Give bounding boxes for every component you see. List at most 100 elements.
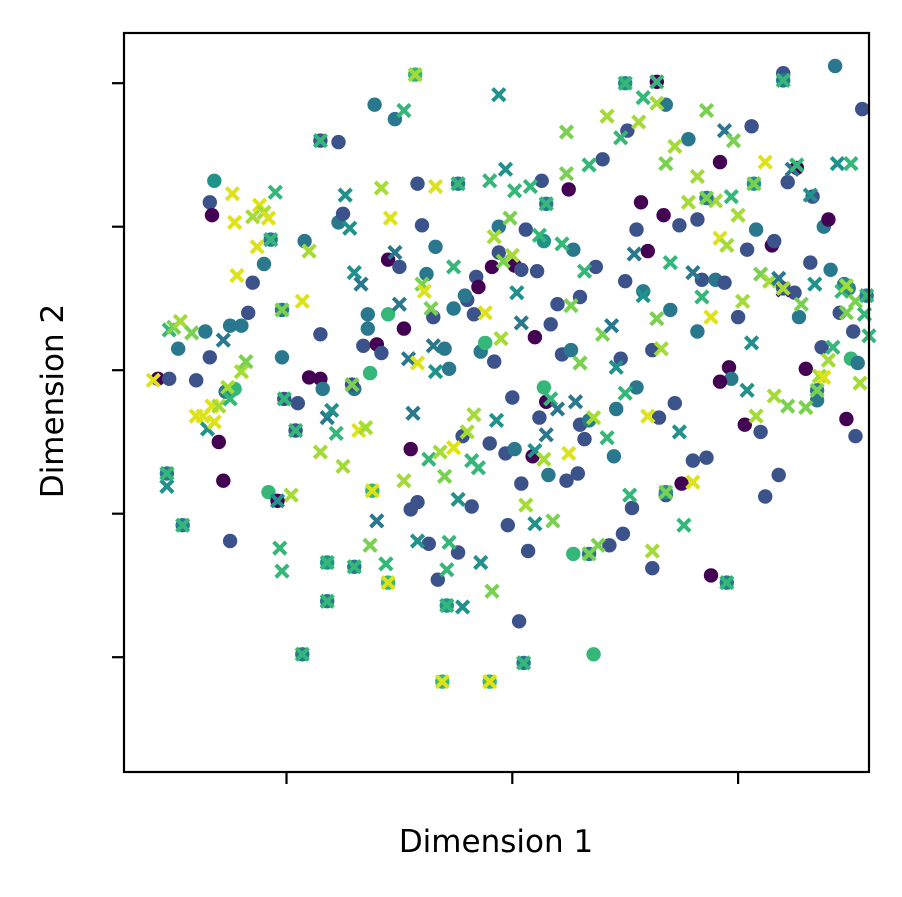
data-point-cross: [211, 398, 227, 414]
data-point-cross: [576, 263, 593, 279]
data-point-circle: [482, 436, 497, 451]
data-point-cross: [491, 87, 507, 103]
data-point-cross: [369, 513, 385, 529]
data-point-circle: [360, 321, 375, 336]
data-point-cross: [631, 114, 647, 130]
data-point-cross: [477, 305, 493, 321]
data-point-cross: [346, 264, 362, 281]
data-point-circle: [491, 219, 506, 234]
data-point-cross: [400, 351, 417, 367]
data-point-circle: [624, 500, 640, 516]
data-point-cross: [658, 484, 674, 500]
data-point-circle: [274, 350, 290, 365]
data-point-cross: [545, 513, 561, 529]
data-point-cross: [543, 391, 559, 407]
data-point-circle: [561, 182, 576, 197]
data-point-circle: [204, 208, 220, 223]
data-point-circle: [566, 242, 581, 257]
data-point-cross: [838, 277, 855, 294]
data-point-cross: [421, 451, 437, 467]
data-point-circle: [699, 450, 714, 465]
data-point-circle: [827, 58, 843, 74]
data-point-cross: [378, 556, 394, 572]
data-point-cross: [423, 300, 439, 317]
data-point-cross: [852, 375, 868, 391]
data-point-circle: [681, 132, 696, 147]
data-point-cross: [820, 352, 837, 368]
data-point-circle: [380, 307, 396, 322]
data-point-cross: [495, 253, 511, 269]
data-point-cross: [793, 296, 809, 312]
data-point-circle: [814, 340, 829, 355]
data-point-cross: [184, 325, 200, 341]
data-point-cross: [667, 138, 683, 155]
data-point-cross: [662, 254, 678, 271]
data-point-cross: [405, 405, 421, 421]
data-point-circle: [791, 309, 807, 325]
plot-points: [145, 58, 877, 690]
data-point-cross: [622, 487, 638, 503]
data-point-cross: [215, 332, 231, 348]
axis-ticks: [112, 82, 740, 784]
data-point-cross: [319, 554, 335, 571]
data-point-cross: [653, 341, 669, 357]
data-point-cross: [746, 176, 762, 192]
data-point-cross: [362, 537, 378, 553]
data-point-circle: [674, 476, 689, 491]
data-point-cross: [222, 391, 238, 407]
data-point-cross: [581, 546, 597, 562]
data-point-cross: [599, 430, 615, 446]
data-point-circle: [559, 473, 574, 488]
data-point-circle: [563, 342, 579, 358]
data-point-circle: [629, 380, 644, 395]
data-point-circle: [823, 262, 838, 277]
data-point-cross: [380, 574, 396, 591]
data-point-circle: [532, 410, 547, 425]
data-point-circle: [518, 222, 533, 237]
data-point-circle: [748, 222, 764, 237]
data-point-cross: [798, 399, 814, 416]
data-point-circle: [633, 195, 649, 210]
data-point-cross: [335, 458, 351, 475]
data-point-cross: [825, 339, 841, 355]
data-point-cross: [581, 157, 597, 173]
data-point-cross: [427, 363, 444, 380]
data-point-cross: [439, 597, 455, 614]
data-point-circle: [737, 417, 752, 432]
data-point-circle: [602, 538, 617, 553]
data-point-cross: [509, 285, 525, 301]
data-point-cross: [734, 293, 751, 309]
data-point-circle: [162, 371, 177, 386]
data-point-cross: [466, 407, 482, 423]
data-point-cross: [685, 264, 701, 281]
data-point-cross: [337, 187, 353, 203]
data-point-circle: [529, 264, 545, 279]
data-point-cross: [391, 296, 408, 312]
y-axis-label: Dimension 2: [35, 304, 71, 498]
data-point-cross: [649, 310, 665, 327]
data-point-cross: [175, 517, 191, 533]
data-point-cross: [473, 554, 489, 571]
data-point-cross: [515, 655, 532, 671]
data-point-circle: [315, 381, 330, 397]
data-point-circle: [234, 318, 249, 333]
data-point-cross: [536, 451, 552, 467]
data-point-circle: [507, 441, 522, 457]
data-point-circle: [615, 526, 631, 541]
data-point-circle: [313, 327, 328, 342]
data-point-cross: [482, 673, 498, 690]
data-point-circle: [536, 380, 552, 395]
data-point-circle: [335, 206, 351, 221]
data-point-circle: [241, 305, 256, 320]
data-point-cross: [522, 178, 539, 195]
data-point-cross: [504, 247, 520, 264]
data-point-cross: [775, 72, 791, 89]
data-point-circle: [703, 568, 719, 583]
data-point-cross: [312, 132, 329, 149]
data-point-cross: [229, 267, 245, 284]
data-point-cross: [220, 379, 236, 396]
data-point-cross: [294, 646, 310, 662]
data-point-circle: [690, 324, 705, 339]
data-point-cross: [694, 289, 710, 305]
